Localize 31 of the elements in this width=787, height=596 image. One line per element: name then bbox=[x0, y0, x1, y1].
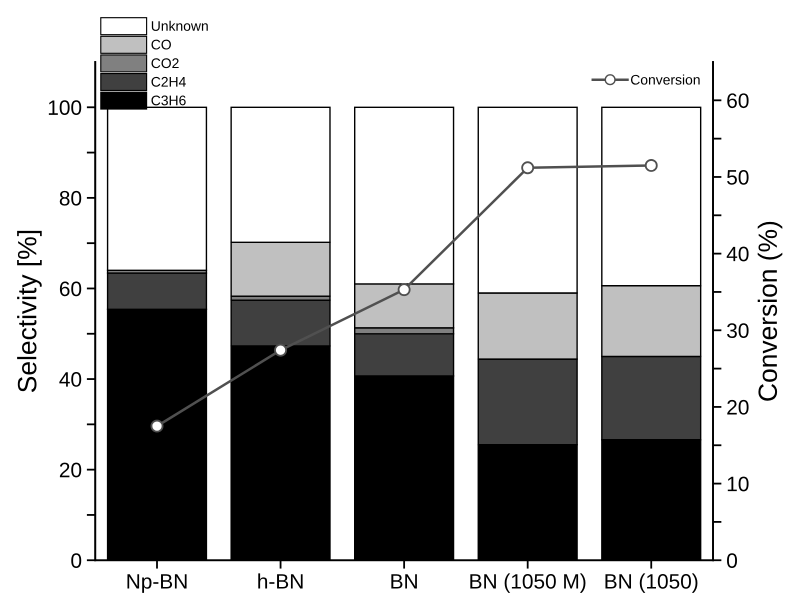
y2-tick-label: 0 bbox=[727, 553, 737, 568]
legend-label: Conversion bbox=[630, 74, 700, 85]
x-tick-label: BN (1050 M) bbox=[470, 573, 586, 593]
x-tick-label: Np-BN bbox=[127, 574, 187, 593]
y2-tick-label: 60 bbox=[727, 93, 749, 108]
y-tick-label: 20 bbox=[60, 462, 82, 478]
y-tick-label: 60 bbox=[60, 281, 82, 296]
point bbox=[521, 161, 534, 174]
y-axis-title: Selectivity [%] bbox=[17, 230, 42, 392]
x-tick-label: BN (1050) bbox=[605, 573, 698, 593]
y-tick-label: 0 bbox=[71, 553, 82, 568]
legend-label: CO bbox=[151, 40, 171, 50]
y2-tick-label: 40 bbox=[726, 246, 749, 262]
x-tick-label: h-BN bbox=[258, 573, 303, 589]
x-tick-label: BN bbox=[391, 574, 417, 589]
point bbox=[398, 283, 411, 296]
y2-tick-label: 10 bbox=[728, 476, 749, 492]
legend-label: Unknown bbox=[152, 20, 208, 31]
y2-tick-label: 50 bbox=[727, 170, 749, 185]
point bbox=[150, 420, 164, 433]
y-tick-label: 40 bbox=[59, 372, 82, 387]
y-tick-label: 100 bbox=[48, 100, 82, 116]
legend-label: CO2 bbox=[151, 58, 179, 68]
y-tick-label: 80 bbox=[60, 190, 82, 206]
point bbox=[274, 344, 288, 357]
legend-label: C2H4 bbox=[151, 76, 186, 87]
y2-axis-title: Conversion (%) bbox=[758, 222, 782, 401]
y2-tick-label: 30 bbox=[727, 323, 749, 338]
point bbox=[644, 159, 658, 172]
legend-label: C3H6 bbox=[151, 96, 186, 106]
y2-tick-label: 20 bbox=[727, 400, 749, 415]
